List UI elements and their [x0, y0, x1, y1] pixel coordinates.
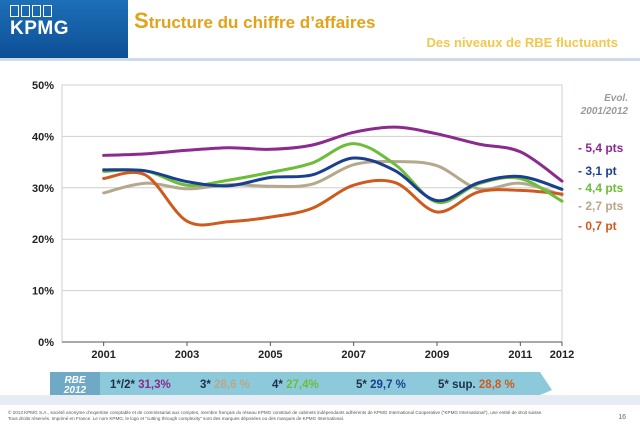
page-subtitle: Des niveaux de RBE fluctuants — [426, 35, 618, 50]
series-line — [102, 125, 564, 183]
legend-evol-value: - 4,4 pts — [578, 181, 624, 195]
rbe-category: 4* 27,4% — [272, 379, 319, 391]
rbe-category-value: 28,8 % — [479, 379, 515, 391]
page-title: Structure du chiffre d’affaires — [134, 8, 375, 34]
y-tick-label: 20% — [32, 234, 54, 246]
x-tick-label: 2007 — [341, 349, 365, 361]
header-title-area — [128, 0, 640, 58]
rbe-category: 1*/2* 31,3% — [110, 379, 171, 391]
rbe-category: 5* sup. 28,8 % — [438, 379, 515, 391]
rbe-label: RBE — [64, 375, 85, 386]
footer-band — [0, 395, 640, 405]
y-tick-label: 30% — [32, 183, 54, 195]
page-title-initial: S — [134, 8, 149, 33]
evol-label-period: 2001/2012 — [580, 106, 629, 117]
x-tick-label: 2009 — [425, 349, 449, 361]
legend-evol-value: - 0,7 pt — [578, 219, 617, 233]
x-tick-label: 2003 — [175, 349, 199, 361]
rbe-category: 3* 28,6 % — [200, 379, 250, 391]
y-tick-label: 10% — [32, 286, 54, 298]
header-divider — [0, 58, 640, 61]
rbe-category-value: 28,6 % — [214, 379, 250, 391]
rbe-category-name: 1*/2* — [110, 379, 138, 391]
rbe-label-box — [50, 372, 100, 395]
legend-evol-value: - 5,4 pts — [578, 141, 624, 155]
legend-evol-value: - 3,1 pt — [578, 164, 617, 178]
line-chart: 0% 10% 20% 30% 40% 50% 2001 2003 2005 2007 2009 201… — [32, 80, 629, 395]
x-tick-label: 2001 — [91, 349, 115, 361]
page-number: 16 — [618, 414, 626, 421]
rbe-category-name: 5* — [356, 379, 370, 391]
y-tick-label: 50% — [32, 80, 54, 92]
kpmg-logo: KPMG — [10, 18, 69, 39]
footer-legal-text: © 2013 KPMG S.A., société anonyme d’expe… — [8, 410, 543, 421]
x-tick-label: 2005 — [258, 349, 282, 361]
series-line — [102, 170, 564, 227]
y-tick-label: 40% — [32, 131, 54, 143]
x-tick-label: 2011 — [508, 349, 532, 361]
rbe-category: 5* 29,7 % — [356, 379, 406, 391]
rbe-category-name: 4* — [272, 379, 286, 391]
rbe-category-value: 27,4% — [286, 379, 319, 391]
evol-label: Evol. — [604, 93, 628, 104]
series-line — [102, 156, 564, 203]
rbe-category-value: 31,3% — [138, 379, 171, 391]
x-tick-label: 2012 — [550, 349, 574, 361]
series-line — [102, 159, 564, 197]
legend-evol-value: - 2,7 pts — [578, 199, 624, 213]
kpmg-logo-icon — [10, 4, 54, 22]
plot-frame — [61, 84, 563, 343]
page-title-rest: tructure du chiffre d’affaires — [148, 13, 376, 32]
rbe-band — [50, 372, 552, 395]
rbe-category-name: 5* sup. — [438, 379, 479, 391]
rbe-category-value: 29,7 % — [370, 379, 406, 391]
y-tick-label: 0% — [38, 337, 54, 349]
rbe-year: 2012 — [63, 385, 87, 395]
rbe-category-name: 3* — [200, 379, 214, 391]
